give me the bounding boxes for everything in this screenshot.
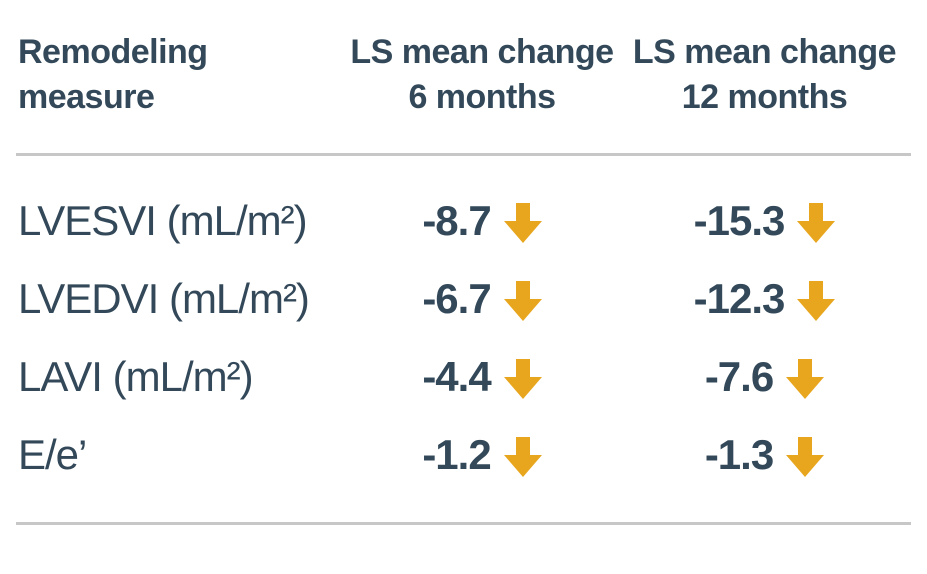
table-body: LVESVI (mL/m²) -8.7 -15.3 LVEDVI (mL/m²)…	[16, 156, 911, 494]
table-row: LVESVI (mL/m²) -8.7 -15.3	[16, 182, 911, 260]
value-12-months: -12.3	[618, 275, 911, 323]
value-6-months: -6.7	[346, 275, 618, 323]
column-header-ls-mean-change-6-months: LS mean change 6 months	[346, 30, 618, 120]
value-12-months: -7.6	[618, 353, 911, 401]
header-divider	[16, 153, 911, 156]
table-header-row: Remodeling measure LS mean change 6 mont…	[16, 30, 911, 120]
header-line: LS mean change	[632, 33, 897, 71]
value-text: -15.3	[693, 197, 786, 244]
value-text: -12.3	[693, 275, 786, 322]
value-text: -6.7	[422, 275, 491, 322]
table-row: LVEDVI (mL/m²) -6.7 -12.3	[16, 260, 911, 338]
header-line: 6 months	[408, 78, 556, 116]
down-arrow-icon	[503, 359, 542, 399]
table-row: E/e’ -1.2 -1.3	[16, 416, 911, 494]
bottom-divider	[16, 522, 911, 525]
table-row: LAVI (mL/m²) -4.4 -7.6	[16, 338, 911, 416]
value-text: -1.3	[704, 431, 774, 478]
header-line: 12 months	[681, 78, 848, 116]
down-arrow-icon	[786, 359, 825, 399]
remodeling-table: Remodeling measure LS mean change 6 mont…	[16, 30, 911, 525]
value-12-months: -15.3	[618, 197, 911, 245]
value-text: -1.2	[422, 431, 491, 478]
measure-label: LAVI (mL/m²)	[18, 353, 254, 400]
down-arrow-icon	[503, 203, 542, 243]
header-line: Remodeling	[18, 33, 208, 71]
value-6-months: -8.7	[346, 197, 618, 245]
column-header-remodeling-measure: Remodeling measure	[16, 30, 346, 120]
down-arrow-icon	[503, 437, 542, 477]
column-header-ls-mean-change-12-months: LS mean change 12 months	[618, 30, 911, 120]
value-6-months: -4.4	[346, 353, 618, 401]
down-arrow-icon	[797, 281, 836, 321]
header-line: measure	[18, 78, 155, 116]
down-arrow-icon	[797, 203, 836, 243]
value-6-months: -1.2	[346, 431, 618, 479]
value-text: -8.7	[422, 197, 491, 244]
measure-label: LVEDVI (mL/m²)	[18, 275, 310, 322]
down-arrow-icon	[503, 281, 542, 321]
measure-label: E/e’	[18, 431, 87, 478]
value-text: -4.4	[422, 353, 491, 400]
measure-label: LVESVI (mL/m²)	[18, 197, 308, 244]
header-line: LS mean change	[350, 33, 614, 71]
value-text: -7.6	[704, 353, 774, 400]
value-12-months: -1.3	[618, 431, 911, 479]
down-arrow-icon	[786, 437, 825, 477]
